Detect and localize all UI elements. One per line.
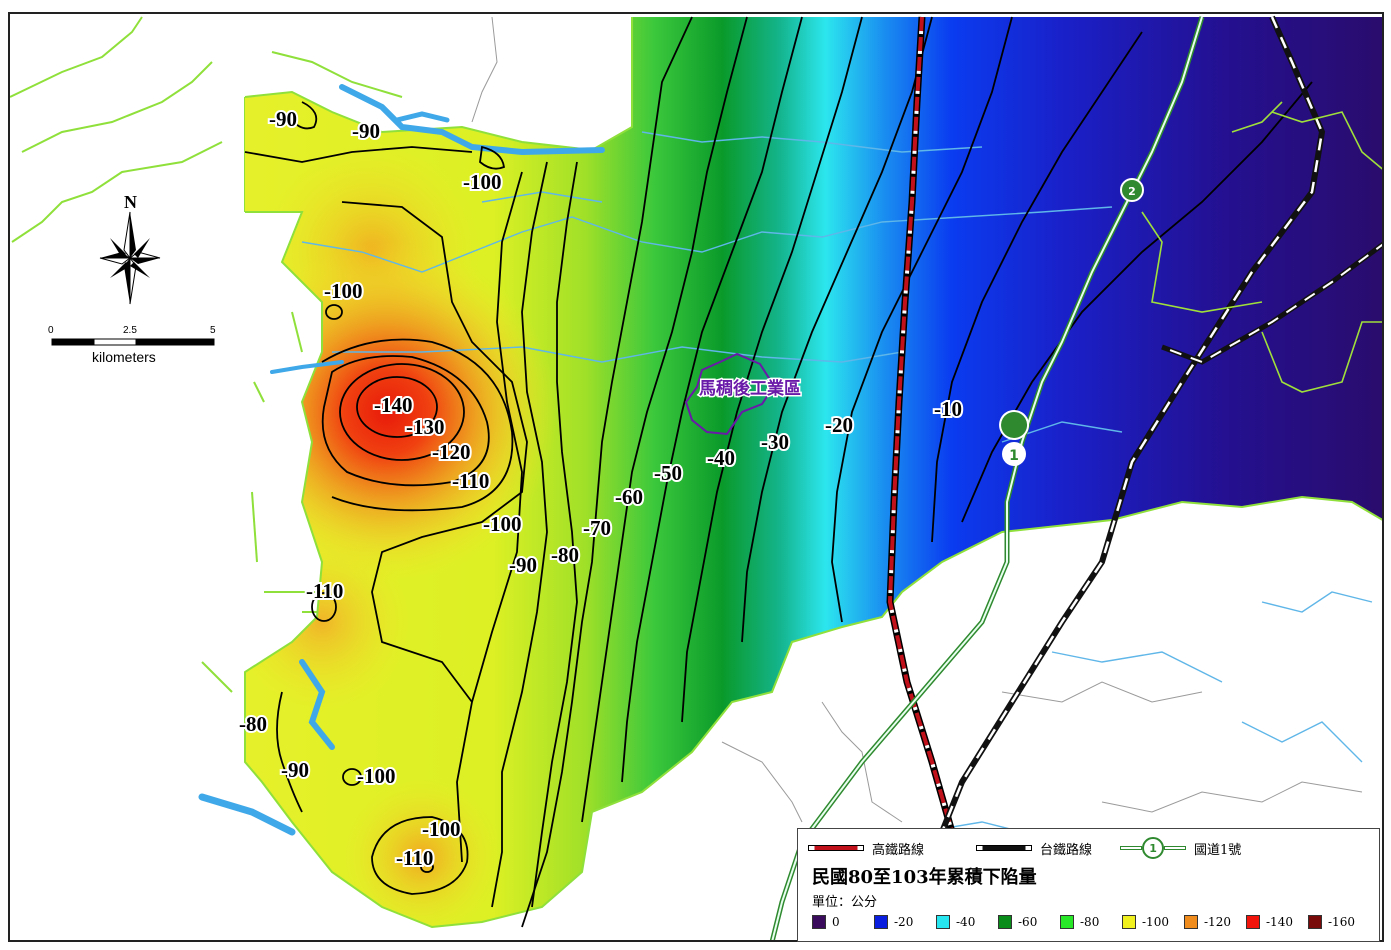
legend-lines: 高鐵路線 台鐵路線 1 國道1號 [808, 837, 1241, 859]
contour-label: -110 [396, 846, 433, 870]
contour-label: -110 [306, 579, 343, 603]
legend-swatch [1122, 915, 1136, 929]
contour-label: -10 [934, 397, 962, 421]
legend-class: -20 [874, 915, 936, 929]
legend-hsr-label: 高鐵路線 [872, 842, 925, 858]
contour-label: -20 [825, 413, 853, 437]
tra-line-icon [976, 845, 1033, 851]
tra-line [939, 15, 1382, 834]
legend: 高鐵路線 台鐵路線 1 國道1號 民國80至103年累積下陷量 單位：公分 0 … [797, 828, 1380, 942]
contour-label: -70 [583, 516, 611, 540]
contour-label: -120 [432, 440, 471, 464]
scale-tick-label: 0 [48, 325, 54, 336]
township-boundaries [1141, 101, 1382, 393]
major-rivers [198, 84, 605, 836]
freeway-shield-icon: 1 [999, 410, 1030, 466]
legend-swatch [1308, 915, 1322, 929]
contour-label: -90 [509, 553, 537, 577]
legend-swatch [1184, 915, 1198, 929]
admin-boundaries [471, 16, 1363, 823]
legend-unit: 單位：公分 [812, 895, 878, 910]
freeway-shield-number: 1 [1009, 448, 1019, 464]
legend-class: -80 [1060, 915, 1122, 929]
legend-swatch [812, 915, 826, 929]
legend-class-label: 0 [832, 915, 840, 929]
contour-labels: -90 -90 -100 -100 -140 -130 -120 -110 -1… [237, 105, 964, 872]
legend-class-label: -100 [1142, 915, 1169, 929]
legend-class: -120 [1184, 915, 1246, 929]
compass-rose-icon [99, 211, 161, 305]
contour-label: -100 [324, 279, 363, 303]
contour-label: -100 [483, 512, 522, 536]
scale-tick-label: 5 [210, 325, 216, 336]
legend-class: -100 [1122, 915, 1184, 929]
legend-title: 民國80至103年累積下陷量 [812, 867, 1037, 888]
contour-label: -60 [615, 485, 643, 509]
freeway-shield-small-number: 2 [1128, 185, 1136, 198]
rivers [301, 131, 1373, 853]
freeway-shield-small-icon: 2 [1120, 178, 1144, 202]
map-frame: 1 2 馬稠後工業區 -90 -90 -100 -100 -140 -130 -… [8, 12, 1384, 942]
place-label-mazhouhou: 馬稠後工業區 [699, 378, 801, 399]
subsidence-surface [245, 17, 1382, 927]
hsr-line-icon [808, 845, 864, 851]
industrial-park-outline [684, 352, 776, 436]
contour-label: -90 [352, 119, 380, 143]
contour-label: -110 [452, 469, 489, 493]
legend-class-label: -120 [1204, 915, 1231, 929]
contour-label: -40 [707, 446, 735, 470]
legend-swatch [936, 915, 950, 929]
contour-label: -140 [374, 393, 413, 417]
legend-swatch [874, 915, 888, 929]
contour-label: -80 [239, 712, 267, 736]
freeway-shield-icon: 1 [1120, 837, 1187, 859]
contour-label: -90 [281, 758, 309, 782]
legend-class-label: -40 [956, 915, 976, 929]
contour-label: -30 [761, 430, 789, 454]
legend-classes: 0 -20 -40 -60 -80 -100 -120 -140 -160 [812, 915, 1370, 929]
contour-label: -100 [357, 764, 396, 788]
legend-swatch [1246, 915, 1260, 929]
hsr-line [886, 16, 956, 833]
legend-class-label: -80 [1080, 915, 1100, 929]
legend-freeway-label: 國道1號 [1194, 842, 1242, 858]
legend-class: -140 [1246, 915, 1308, 929]
contour-label: -100 [422, 817, 461, 841]
north-label: N [124, 192, 137, 212]
legend-class: 0 [812, 915, 874, 929]
legend-class: -40 [936, 915, 998, 929]
legend-class: -60 [998, 915, 1060, 929]
contour-label: -80 [551, 543, 579, 567]
scale-unit-label: kilometers [92, 349, 156, 365]
legend-class: -160 [1308, 915, 1370, 929]
scale-tick-label: 2.5 [123, 325, 137, 336]
land-boundary [244, 17, 1382, 929]
legend-swatch [998, 915, 1012, 929]
legend-class-label: -20 [894, 915, 914, 929]
contour-label: -90 [269, 107, 297, 131]
legend-swatch [1060, 915, 1074, 929]
legend-tra-label: 台鐵路線 [1040, 842, 1093, 858]
contour-label: -130 [406, 415, 445, 439]
north-arrow: N [99, 192, 161, 305]
contour-label: -50 [654, 461, 682, 485]
legend-freeway-shield-text: 1 [1142, 837, 1165, 859]
contour-lines [244, 16, 1313, 928]
subsidence-map: 1 2 馬稠後工業區 -90 -90 -100 -100 -140 -130 -… [10, 15, 1382, 940]
legend-class-label: -140 [1266, 915, 1293, 929]
legend-class-label: -60 [1018, 915, 1038, 929]
legend-class-label: -160 [1328, 915, 1355, 929]
contour-label: -100 [463, 170, 502, 194]
scale-bar: 0 2.5 5 kilometers [48, 325, 216, 365]
